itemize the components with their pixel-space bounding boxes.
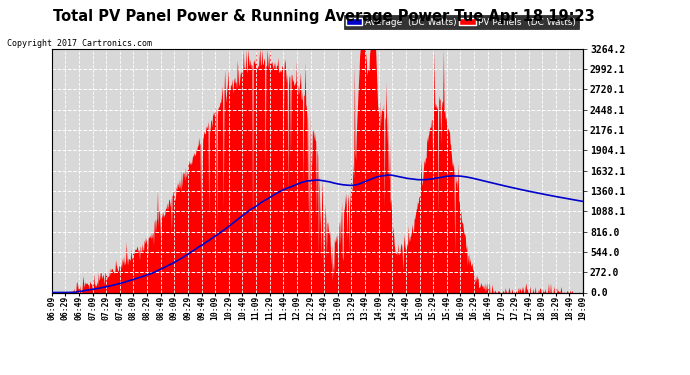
- Legend: Average  (DC Watts), PV Panels  (DC Watts): Average (DC Watts), PV Panels (DC Watts): [344, 15, 578, 29]
- Text: Total PV Panel Power & Running Average Power Tue Apr 18 19:23: Total PV Panel Power & Running Average P…: [53, 9, 595, 24]
- Text: Copyright 2017 Cartronics.com: Copyright 2017 Cartronics.com: [7, 39, 152, 48]
